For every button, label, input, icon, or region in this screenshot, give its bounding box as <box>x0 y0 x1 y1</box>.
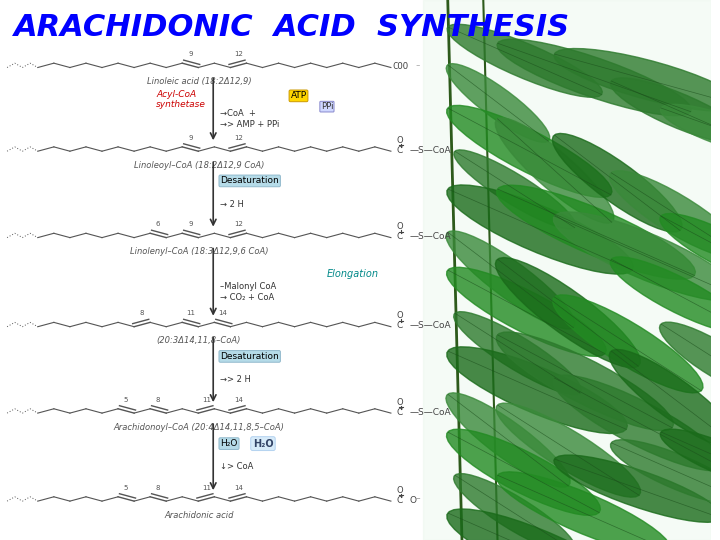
Text: Linolenyl–CoA (18:3Δ12,9,6 CoA): Linolenyl–CoA (18:3Δ12,9,6 CoA) <box>130 247 269 256</box>
Text: 8: 8 <box>156 397 161 403</box>
Text: →> 2 H: →> 2 H <box>220 375 251 384</box>
Polygon shape <box>554 212 720 301</box>
Polygon shape <box>446 429 600 515</box>
Text: O⁻: O⁻ <box>410 496 421 504</box>
Polygon shape <box>660 104 720 157</box>
Polygon shape <box>497 39 691 116</box>
Text: –Malonyl CoA
→ CO₂ + CoA: –Malonyl CoA → CO₂ + CoA <box>220 282 276 301</box>
Polygon shape <box>447 24 603 97</box>
Polygon shape <box>553 295 703 393</box>
Text: 8: 8 <box>156 485 161 491</box>
Text: —S—CoA: —S—CoA <box>410 146 451 154</box>
Text: 12: 12 <box>234 135 243 141</box>
Text: 14: 14 <box>234 485 243 491</box>
Text: 9: 9 <box>188 135 192 141</box>
Text: 9: 9 <box>188 221 192 227</box>
Text: 8: 8 <box>140 310 145 316</box>
Text: (20:3Δ14,11,8–CoA): (20:3Δ14,11,8–CoA) <box>157 336 241 346</box>
Text: 14: 14 <box>234 397 243 403</box>
Polygon shape <box>495 118 614 223</box>
Text: 11: 11 <box>202 485 211 491</box>
Text: C: C <box>396 408 402 416</box>
Text: ⁻: ⁻ <box>415 62 420 71</box>
Text: Elongation: Elongation <box>327 269 379 279</box>
Text: → 2 H: → 2 H <box>220 200 244 208</box>
Polygon shape <box>609 349 720 448</box>
Polygon shape <box>554 49 720 111</box>
Text: 6: 6 <box>156 221 161 227</box>
Polygon shape <box>497 185 696 279</box>
Polygon shape <box>454 312 581 395</box>
Polygon shape <box>446 267 606 356</box>
Text: —S—CoA: —S—CoA <box>410 408 451 416</box>
Text: ↓> CoA: ↓> CoA <box>220 462 253 471</box>
Text: 11: 11 <box>202 397 211 403</box>
Polygon shape <box>495 258 640 368</box>
Polygon shape <box>447 347 627 434</box>
Polygon shape <box>610 171 720 258</box>
Text: —S—CoA: —S—CoA <box>410 321 451 330</box>
Text: Acyl-CoA
synthetase: Acyl-CoA synthetase <box>156 90 206 109</box>
Text: PPi: PPi <box>320 102 333 111</box>
Polygon shape <box>454 150 576 229</box>
Polygon shape <box>553 375 720 471</box>
Polygon shape <box>611 440 720 505</box>
Polygon shape <box>660 429 720 489</box>
Polygon shape <box>446 64 549 142</box>
Polygon shape <box>497 472 671 540</box>
Text: O: O <box>396 398 402 407</box>
Text: C: C <box>396 232 402 241</box>
Polygon shape <box>496 332 673 430</box>
Polygon shape <box>611 78 720 144</box>
Text: O: O <box>396 486 402 495</box>
Text: C: C <box>396 146 402 154</box>
Polygon shape <box>447 509 634 540</box>
Text: COO: COO <box>392 62 408 71</box>
Text: ATP: ATP <box>290 91 307 100</box>
Text: Linoleic acid (18:2Δ12,9): Linoleic acid (18:2Δ12,9) <box>147 77 251 86</box>
Text: 9: 9 <box>188 51 192 57</box>
Text: 11: 11 <box>186 310 195 316</box>
Text: Desaturation: Desaturation <box>220 352 279 361</box>
Text: 14: 14 <box>218 310 227 316</box>
Text: C: C <box>396 496 402 504</box>
Text: O: O <box>396 136 402 145</box>
Polygon shape <box>446 105 612 198</box>
Text: H₂O: H₂O <box>253 438 274 449</box>
Text: O: O <box>396 222 402 231</box>
Text: H₂O: H₂O <box>220 439 238 448</box>
Polygon shape <box>554 455 720 522</box>
Text: 12: 12 <box>234 51 243 57</box>
Polygon shape <box>660 213 720 287</box>
Polygon shape <box>446 393 570 487</box>
Text: 5: 5 <box>124 397 128 403</box>
Text: 5: 5 <box>124 485 128 491</box>
Text: C: C <box>396 321 402 330</box>
Polygon shape <box>446 231 575 329</box>
Polygon shape <box>660 322 720 399</box>
Polygon shape <box>447 185 634 274</box>
Polygon shape <box>611 257 720 333</box>
Polygon shape <box>454 474 576 540</box>
Text: Arachidonoyl–CoA (20:4Δ14,11,8,5–CoA): Arachidonoyl–CoA (20:4Δ14,11,8,5–CoA) <box>114 423 284 432</box>
Polygon shape <box>552 133 682 232</box>
Text: →CoA  +
→> AMP + PPi: →CoA + →> AMP + PPi <box>220 110 279 129</box>
Text: Arachidonic acid: Arachidonic acid <box>164 511 234 520</box>
Polygon shape <box>496 403 641 497</box>
Text: 12: 12 <box>234 221 243 227</box>
Text: O: O <box>396 312 402 320</box>
Text: Linoleoyl–CoA (18:2Δ12,9 CoA): Linoleoyl–CoA (18:2Δ12,9 CoA) <box>134 161 264 170</box>
Text: —S—CoA: —S—CoA <box>410 232 451 241</box>
Text: ARACHIDONIC  ACID  SYNTHESIS: ARACHIDONIC ACID SYNTHESIS <box>14 14 570 43</box>
Text: Desaturation: Desaturation <box>220 177 279 185</box>
